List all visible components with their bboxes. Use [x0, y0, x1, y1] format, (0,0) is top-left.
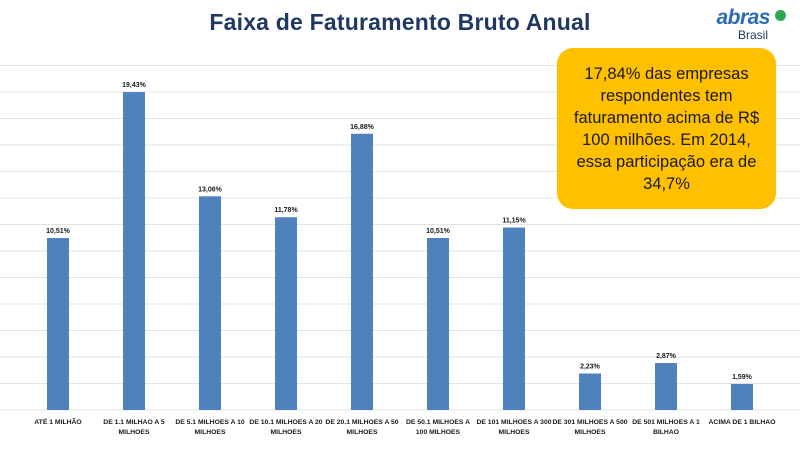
data-label: 11,78%	[274, 207, 298, 214]
logo-registered-mark-icon	[775, 10, 786, 21]
category-label: DE 5.1 MILHOES A 10 MILHOES	[175, 419, 245, 436]
bar	[351, 133, 373, 411]
data-label: 13,06%	[198, 186, 223, 193]
category-label-line: MILHOES	[499, 429, 530, 436]
category-label-line: DE 101 MILHOES A 300	[476, 419, 551, 426]
category-label: DE 301 MILHOES A 500 MILHOES	[552, 419, 627, 436]
callout-text: 17,84% das empresas respondentes tem fat…	[573, 64, 760, 193]
data-label: 2,87%	[656, 353, 677, 360]
data-label: 2,23%	[580, 364, 601, 371]
bar	[199, 196, 221, 410]
bar	[655, 363, 677, 410]
category-label-line: MILHOES	[575, 429, 606, 436]
data-label: 1,59%	[732, 374, 753, 381]
category-label-line: MILHOES	[119, 429, 150, 436]
callout-box: 17,84% das empresas respondentes tem fat…	[557, 48, 776, 209]
category-label: DE 501 MILHOES A 1 BILHAO	[632, 419, 700, 436]
bar	[427, 238, 449, 410]
bar	[503, 227, 525, 410]
category-label-line: DE 50.1 MILHOES A	[406, 419, 470, 426]
logo-subtitle: Brasil	[737, 28, 768, 42]
chart-bars	[47, 92, 753, 411]
category-label-line: DE 5.1 MILHOES A 10	[175, 419, 245, 426]
category-label: ACIMA DE 1 BILHAO	[709, 419, 776, 426]
data-label: 16,88%	[350, 124, 375, 131]
chart-data-labels: 10,51% 19,43% 13,06% 11,78% 16,88% 10,51% 11,1…	[46, 82, 753, 381]
data-label: 19,43%	[122, 82, 147, 89]
data-label: 11,15%	[502, 218, 526, 225]
category-label: DE 101 MILHOES A 300 MILHOES	[476, 419, 551, 436]
category-label-line: ACIMA DE 1 BILHAO	[709, 419, 776, 426]
bar	[123, 92, 145, 411]
category-label: DE 1.1 MILHAO A 5 MILHOES	[103, 419, 165, 436]
category-label-line: MILHOES	[195, 429, 226, 436]
category-label-line: MILHOES	[347, 429, 378, 436]
logo-wordmark: abras	[716, 6, 770, 29]
category-label-line: DE 20.1 MILHOES A 50	[325, 419, 398, 426]
bar	[731, 383, 753, 410]
category-label: DE 20.1 MILHOES A 50 MILHOES	[325, 419, 398, 436]
data-label: 10,51%	[46, 228, 71, 235]
category-label-line: DE 1.1 MILHAO A 5	[103, 419, 165, 426]
category-label-line: BILHAO	[653, 429, 679, 436]
data-label: 10,51%	[426, 228, 451, 235]
category-label: ATÉ 1 MILHÃO	[34, 417, 81, 426]
bar	[47, 238, 69, 410]
page-title: Faixa de Faturamento Bruto Anual	[209, 9, 591, 35]
category-label-line: DE 501 MILHOES A 1	[632, 419, 700, 426]
category-label-line: ATÉ 1 MILHÃO	[34, 417, 81, 426]
category-label-line: MILHOES	[271, 429, 302, 436]
category-label: DE 10.1 MILHOES A 20 MILHOES	[249, 419, 322, 436]
category-label-line: 100 MILHOES	[416, 429, 461, 436]
category-label-line: DE 10.1 MILHOES A 20	[249, 419, 322, 426]
category-label: DE 50.1 MILHOES A 100 MILHOES	[406, 419, 470, 436]
bar	[275, 217, 297, 410]
category-label-line: DE 301 MILHOES A 500	[552, 419, 627, 426]
abras-logo: abras Brasil	[690, 6, 786, 50]
bar	[579, 373, 601, 410]
